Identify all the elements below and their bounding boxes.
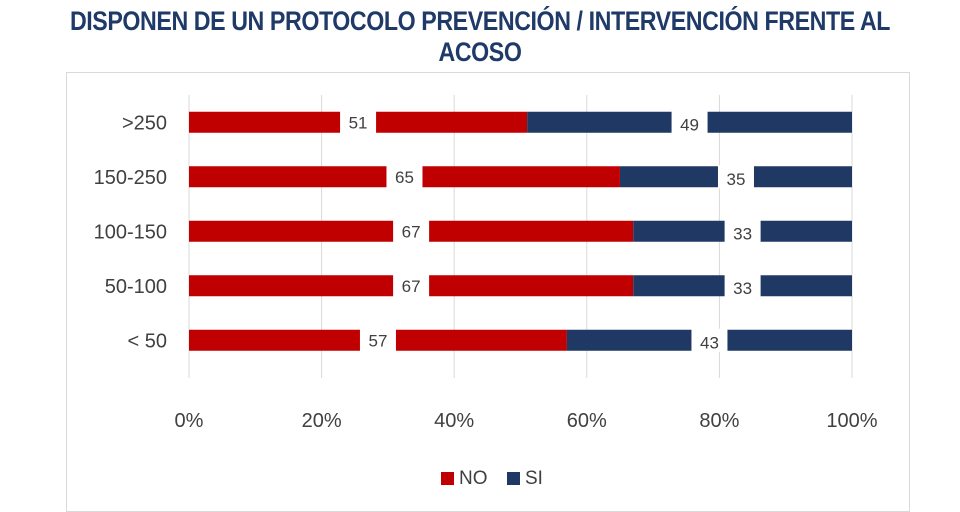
category-label: < 50 (128, 330, 167, 352)
data-label: 43 (700, 333, 719, 352)
category-label: 50-100 (105, 276, 167, 298)
data-label: 33 (733, 224, 752, 243)
stacked-bar-chart: 0% 20% 40% 60% 80% 100% >250 51 49 150-250 65 35 100… (94, 95, 878, 489)
data-label-box (724, 219, 761, 243)
legend-label-no: NO (459, 468, 488, 489)
data-label: 57 (368, 331, 387, 350)
page-title: DISPONEN DE UN PROTOCOLO PREVENCIÓN / IN… (69, 6, 891, 67)
legend-label-si: SI (525, 468, 543, 489)
data-label-box (724, 274, 761, 298)
data-label: 51 (349, 113, 368, 132)
data-label-box (340, 110, 377, 134)
legend-swatch-no (441, 472, 454, 485)
data-label: 67 (402, 277, 421, 296)
data-label-box (691, 328, 728, 352)
data-label-box (671, 110, 708, 134)
x-tick-label: 100% (826, 410, 877, 432)
data-label-box (359, 328, 396, 352)
category-label: >250 (122, 112, 167, 134)
category-label: 100-150 (94, 221, 167, 243)
data-label-box (717, 165, 754, 189)
data-label: 49 (680, 115, 699, 134)
legend-swatch-si (507, 472, 520, 485)
data-label-box (393, 274, 430, 298)
x-tick-label: 80% (699, 410, 739, 432)
x-tick-label: 0% (175, 410, 204, 432)
data-label: 65 (395, 168, 414, 187)
category-label: 150-250 (94, 167, 167, 189)
data-label: 33 (733, 279, 752, 298)
x-tick-label: 40% (434, 410, 474, 432)
data-label-box (386, 165, 423, 189)
x-tick-label: 20% (302, 410, 342, 432)
data-label: 35 (727, 170, 746, 189)
data-label-box (393, 219, 430, 243)
x-tick-label: 60% (567, 410, 607, 432)
chart-area: 0% 20% 40% 60% 80% 100% >250 51 49 150-250 65 35 100… (66, 72, 910, 512)
data-label: 67 (402, 222, 421, 241)
